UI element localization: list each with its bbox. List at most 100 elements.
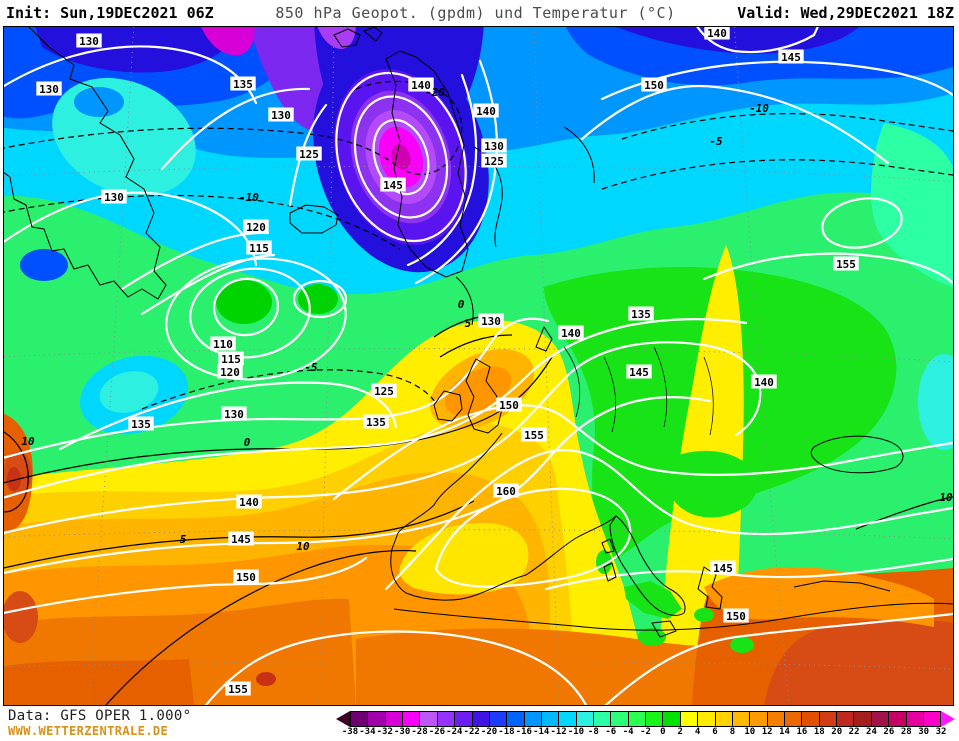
colorbar-cell [524,711,542,727]
geopotential-label: 110 [213,338,233,351]
temperature-label: 0 [244,436,251,449]
colorbar-cell [750,711,768,727]
temperature-label: 5 [465,317,472,330]
colorbar-tick: 6 [712,727,718,737]
colorbar-cell [611,711,629,727]
temperature-contours [4,80,953,705]
colorbar-right-arrow [941,711,956,727]
colorbar-tick: 18 [813,727,825,737]
geopotential-label: 145 [781,51,801,64]
geopotential-label: 130 [271,109,291,122]
colorbar-cell [385,711,404,727]
temperature-label: 10 [296,540,310,553]
colorbar-cell [802,711,820,727]
geopotential-label: 115 [221,353,241,366]
colorbar-cell [594,711,612,727]
colorbar-tick: 8 [729,727,736,737]
colorbar-cell [489,711,508,727]
temperature-label: 5 [180,533,187,546]
temperature-label: -5 [304,361,318,374]
geopotential-label: 130 [481,315,501,328]
colorbar-tick: 20 [831,727,843,737]
geopotential-label: 145 [231,533,251,546]
geopotential-label: 135 [233,78,253,91]
colorbar-tick: -34 [359,727,376,737]
colorbar-tick: 28 [900,727,912,737]
geopotential-label: 130 [39,83,59,96]
init-time: Init: Sun,19DEC2021 06Z [6,4,214,22]
colorbar-tick: -24 [446,727,463,737]
colorbar-tick: 24 [866,727,877,737]
geopotential-label: 145 [629,366,649,379]
colorbar-cell [646,711,664,727]
colorbar-tick: -32 [376,727,393,737]
temperature-label: 0 [458,298,465,311]
geopotential-label: 140 [707,27,727,40]
geopotential-label: 135 [366,416,386,429]
geopotential-label: 120 [220,366,240,379]
geopotential-label: 140 [476,105,496,118]
colorbar-tick: 12 [761,727,773,737]
colorbar-tick: 4 [694,727,701,737]
geopotential-label: 150 [236,571,256,584]
colorbar-tick: -6 [605,727,617,737]
temperature-label: -20 [425,86,445,99]
colorbar-cell [472,711,490,727]
temperature-label: -10 [239,191,259,204]
colorbar-cell [767,711,785,727]
colorbar-tick: -38 [341,727,359,737]
colorbar-cell [628,711,647,727]
colorbar-cell [698,711,716,727]
colorbar-tick: -18 [498,727,515,737]
colorbar-tick: -28 [411,727,428,737]
colorbar-cell [819,711,838,727]
temperature-label: -5 [709,135,723,148]
colorbar-cell [906,711,924,727]
colorbar-cell [854,711,872,727]
colorbar-tick: -4 [622,727,634,737]
colorbar-tick: -22 [463,727,480,737]
colorbar-tick: -30 [394,727,411,737]
colorbar-cell [871,711,890,727]
geopotential-label: 130 [104,191,124,204]
geopotential-label: 155 [836,258,856,271]
colorbar-cell [837,711,855,727]
colorbar-cell [715,711,733,727]
data-source: Data: GFS OPER 1.000° [8,708,192,724]
colorbar-tick: 10 [744,727,756,737]
weather-map: 130 130 135 130 125 130 120 115 140 140 130 125 145 1… [3,26,954,706]
colorbar-tick: 14 [779,727,790,737]
website-link[interactable]: WWW.WETTERZENTRALE.DE [8,724,169,738]
colorbar-tick: -20 [480,727,498,737]
temperature-label: -10 [749,102,769,115]
valid-time: Valid: Wed,29DEC2021 18Z [737,4,954,22]
colorbar-tick: 30 [918,727,930,737]
colorbar-cell [576,711,595,727]
geopotential-label: 125 [299,148,319,161]
temperature-fill-layer [4,27,953,705]
colorbar-cell [680,711,699,727]
colorbar-cell [923,711,942,727]
colorbar-cell [784,711,803,727]
colorbar-tick: -26 [428,727,446,737]
geopotential-label: 155 [228,683,248,696]
geopotential-label: 155 [524,429,544,442]
colorbar-tick: 16 [796,727,808,737]
geopotential-label: 135 [631,308,651,321]
colorbar-tick: 0 [660,727,666,737]
colorbar-tick: -10 [567,727,585,737]
geopotential-label: 150 [726,610,746,623]
geopotential-label: 140 [239,496,259,509]
colorbar-cell [541,711,560,727]
colorbar-tick: -14 [533,727,550,737]
colorbar-tick: 2 [677,727,683,737]
colorbar-left-arrow [336,711,350,727]
colorbar-cell [507,711,525,727]
colorbar-cell [455,711,473,727]
colorbar-cell [350,711,369,727]
geopotential-label: 160 [496,485,516,498]
geopotential-contours [4,27,953,705]
